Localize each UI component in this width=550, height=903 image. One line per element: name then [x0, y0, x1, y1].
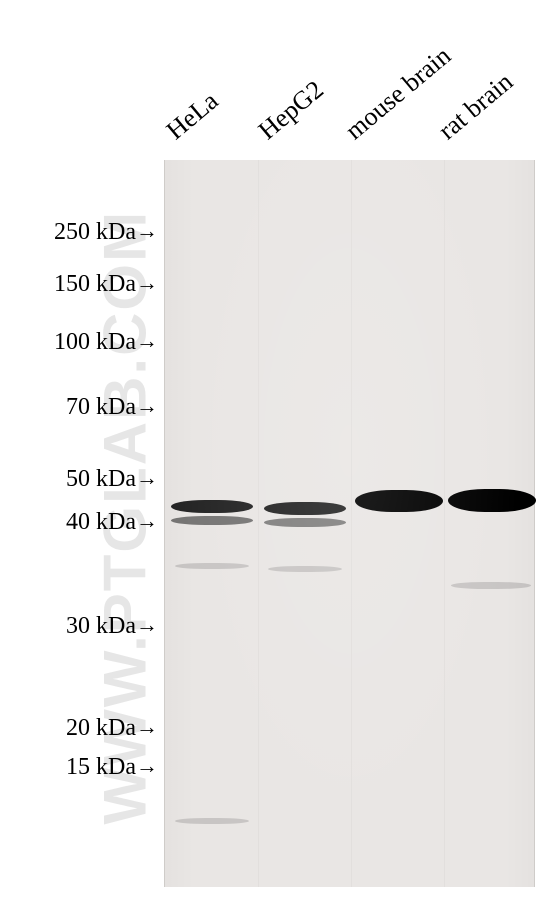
mw-marker: 250 kDa→ — [54, 219, 158, 246]
mw-text: 250 kDa — [54, 219, 136, 245]
western-blot-figure: WWW.PTGLAB.COM HeLa HepG2 mouse brain ra… — [0, 0, 550, 903]
mw-marker: 40 kDa→ — [66, 509, 158, 536]
band-lane1-lower — [264, 518, 346, 527]
band-faint — [175, 563, 249, 569]
band-lane2-main — [355, 490, 443, 512]
mw-marker: 100 kDa→ — [54, 329, 158, 356]
band-lane3-main — [448, 489, 536, 512]
band-faint — [268, 566, 342, 572]
blot-membrane — [164, 160, 535, 887]
band-faint — [451, 582, 531, 589]
mw-text: 50 kDa — [66, 466, 136, 492]
mw-marker: 15 kDa→ — [66, 754, 158, 781]
mw-marker: 70 kDa→ — [66, 394, 158, 421]
mw-text: 150 kDa — [54, 271, 136, 297]
lane-label-3: rat brain — [433, 67, 519, 146]
mw-text: 40 kDa — [66, 509, 136, 535]
mw-marker: 150 kDa→ — [54, 271, 158, 298]
mw-marker: 30 kDa→ — [66, 613, 158, 640]
lane-divider — [351, 160, 352, 887]
mw-text: 30 kDa — [66, 613, 136, 639]
mw-text: 15 kDa — [66, 754, 136, 780]
band-lane1-main — [264, 502, 346, 515]
band-lane0-lower — [171, 516, 253, 525]
lane-divider — [258, 160, 259, 887]
mw-text: 20 kDa — [66, 715, 136, 741]
lane-label-0: HeLa — [161, 86, 225, 146]
band-faint — [175, 818, 249, 824]
lane-label-1: HepG2 — [253, 75, 330, 146]
band-lane0-main — [171, 500, 253, 513]
mw-text: 70 kDa — [66, 394, 136, 420]
mw-text: 100 kDa — [54, 329, 136, 355]
mw-marker: 50 kDa→ — [66, 466, 158, 493]
lane-divider — [444, 160, 445, 887]
mw-marker: 20 kDa→ — [66, 715, 158, 742]
